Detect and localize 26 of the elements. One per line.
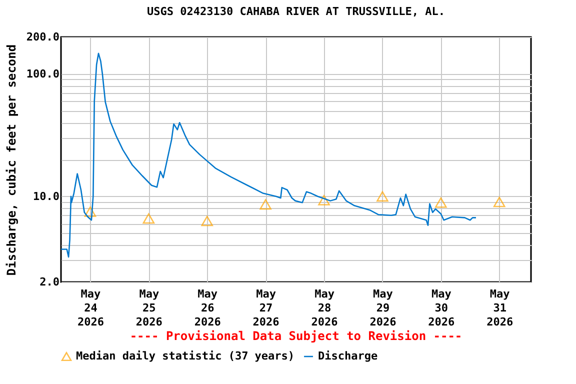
y-tick-label: 200.0 (26, 30, 60, 44)
x-tick-label: May 30 2026 (428, 288, 456, 328)
legend-label: Median daily statistic (37 years) (76, 350, 295, 362)
point (318, 195, 330, 206)
line-series (61, 52, 477, 258)
y-tick-label: 100.0 (26, 67, 60, 80)
x-tick-label: May 26 2026 (194, 288, 222, 328)
y-axis-title: Discharge, cubic feet per second (4, 44, 18, 276)
x-tick-label: May 25 2026 (136, 288, 163, 328)
x-tick-label: May 27 2026 (252, 288, 280, 328)
y-tick-label: 2.0 (40, 276, 60, 288)
x-tick-label: May 31 2026 (486, 288, 514, 328)
point (260, 199, 272, 210)
x-tick-label: May 24 2026 (77, 288, 104, 328)
point (84, 206, 96, 217)
y-tick-label: 10.0 (33, 190, 60, 203)
point (435, 197, 447, 208)
point (201, 216, 214, 226)
text: ---- Provisional Data Subject to Revision ---- (130, 329, 462, 343)
chart-title: USGS 02423130 CAHABA RIVER AT TRUSSVILLE, AL. (146, 5, 446, 18)
x-tick-label: May 28 2026 (311, 288, 338, 328)
x-tick-label: May 29 2026 (370, 288, 397, 328)
legend-label: Discharge (318, 350, 378, 362)
point (142, 213, 155, 224)
point (376, 191, 388, 202)
point (493, 196, 506, 208)
